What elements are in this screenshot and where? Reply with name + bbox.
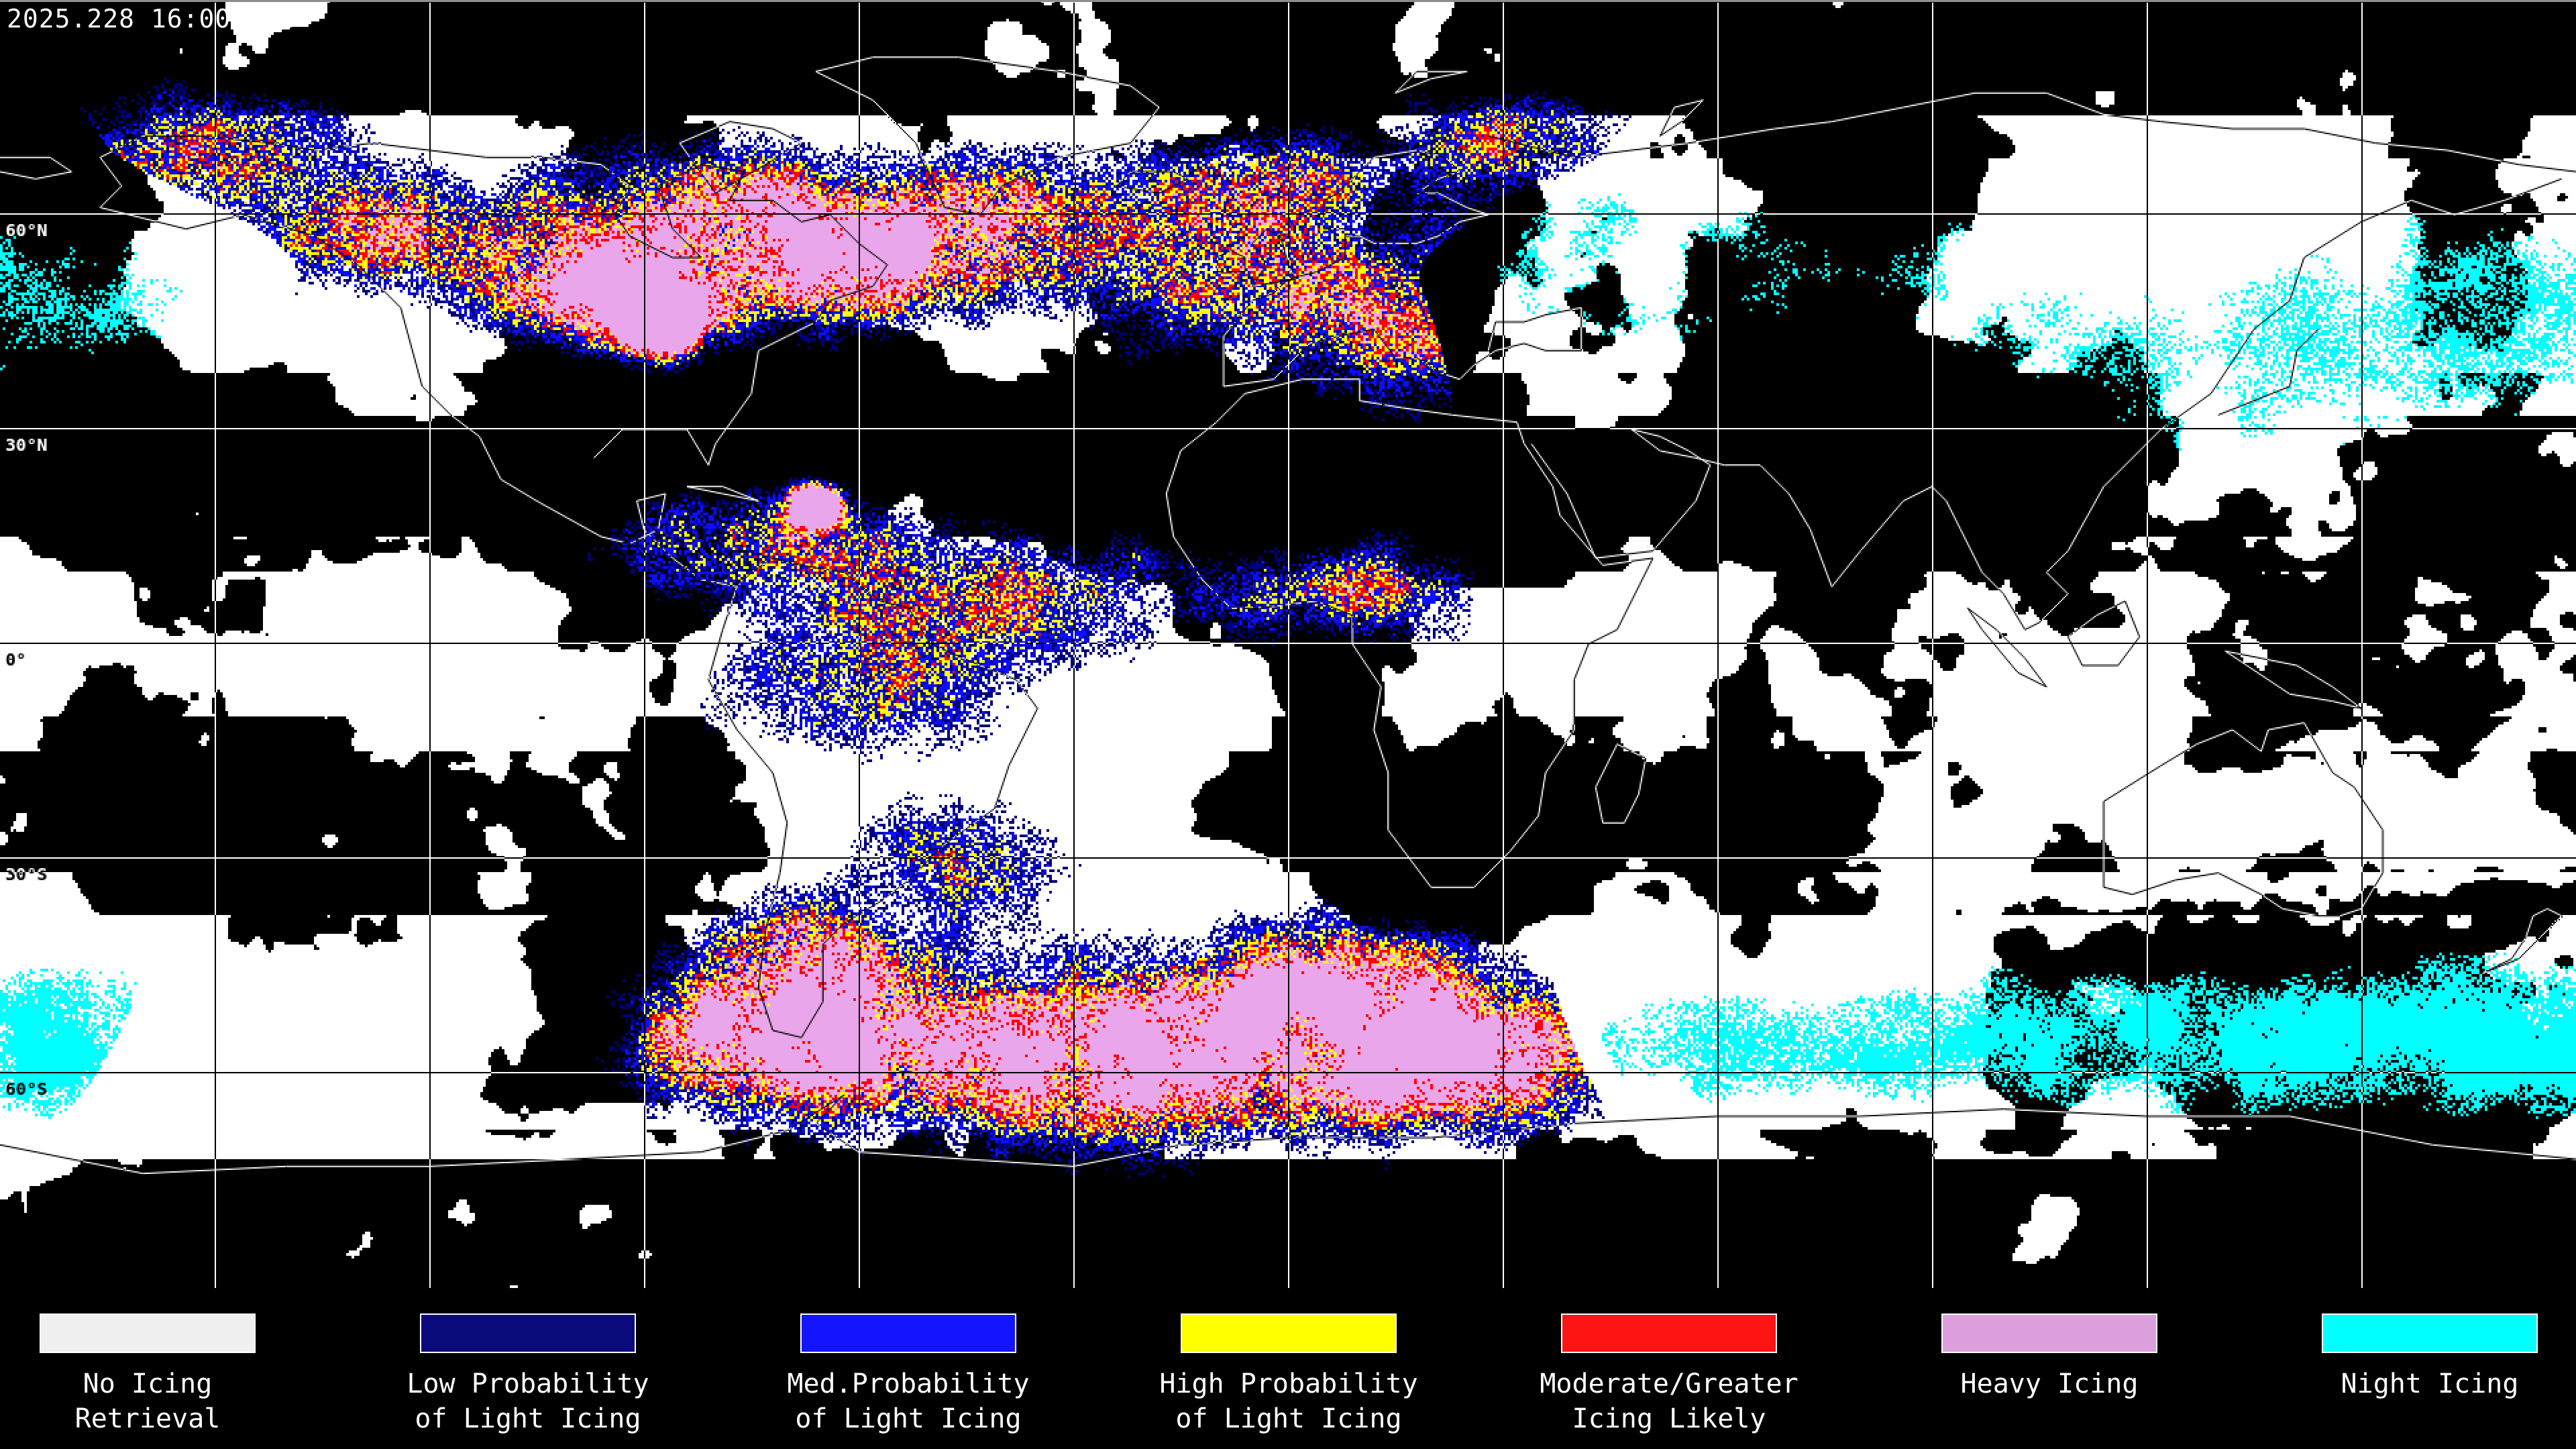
map-top-border [0,0,2576,2]
night-icing-swatch [2322,1313,2538,1353]
low-probability-label: Low Probability of Light Icing [407,1368,649,1434]
heavy-icing-swatch [1941,1313,2157,1353]
legend-item-heavy-icing: Heavy Icing [1941,1288,2157,1449]
no-icing-label: No Icing Retrieval [74,1368,221,1434]
legend-item-high-probability: High Probability of Light Icing [1159,1288,1418,1449]
night-icing-label: Night Icing [2341,1368,2519,1399]
legend-bar: No Icing Retrieval Low Probability of Li… [0,1288,2576,1449]
legend-item-med-probability: Med.Probability of Light Icing [787,1288,1030,1449]
legend-item-no-icing: No Icing Retrieval [40,1288,256,1449]
med-probability-label: Med.Probability of Light Icing [787,1368,1030,1434]
heavy-icing-label: Heavy Icing [1960,1368,2139,1399]
legend-item-night-icing: Night Icing [2322,1288,2538,1449]
legend-item-low-probability: Low Probability of Light Icing [407,1288,649,1449]
high-probability-swatch [1181,1313,1397,1353]
no-icing-swatch [40,1313,256,1353]
satellite-map: 2025.228 16:00 UTC [0,0,2576,1288]
med-probability-swatch [800,1313,1016,1353]
graticule-coastline-overlay [0,0,2576,1288]
low-probability-swatch [420,1313,636,1353]
legend-item-moderate-greater: Moderate/Greater Icing Likely [1540,1288,1799,1449]
moderate-greater-swatch [1561,1313,1777,1353]
timestamp-label: 2025.228 16:00 UTC [7,4,295,34]
moderate-greater-label: Moderate/Greater Icing Likely [1540,1368,1799,1434]
high-probability-label: High Probability of Light Icing [1159,1368,1418,1434]
